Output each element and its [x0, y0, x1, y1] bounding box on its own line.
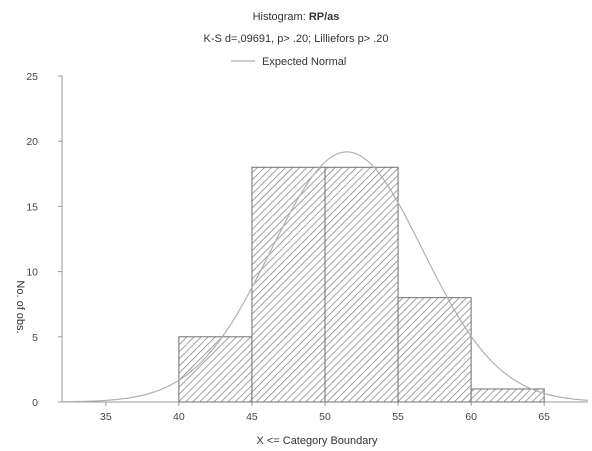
y-tick-label: 0 — [32, 397, 38, 409]
x-tick-label: 45 — [246, 411, 258, 423]
plot-area: 0 5 10 15 20 25 35 40 45 50 55 60 65 — [26, 71, 589, 423]
x-tick-label: 65 — [538, 411, 550, 423]
x-tick-label: 40 — [173, 411, 185, 423]
histogram-bar — [251, 166, 326, 403]
x-tick-label: 55 — [392, 411, 404, 423]
expected-normal-curve — [61, 151, 589, 403]
histogram-bar — [178, 336, 253, 403]
legend: Expected Normal — [231, 56, 346, 68]
y-axis-ticks: 0 5 10 15 20 25 — [26, 71, 62, 409]
chart-subtitle: K-S d=,09691, p> .20; Lilliefors p> .20 — [204, 33, 389, 45]
x-tick-label: 35 — [100, 411, 112, 423]
x-axis-ticks: 35 40 45 50 55 60 65 — [100, 402, 550, 423]
x-tick-label: 60 — [465, 411, 477, 423]
chart-title-variable: RP/as — [309, 11, 340, 23]
x-tick-label: 50 — [319, 411, 331, 423]
histogram-bars — [178, 166, 545, 403]
histogram-bar — [397, 297, 472, 403]
y-tick-label: 25 — [26, 71, 38, 83]
y-tick-label: 10 — [26, 267, 38, 279]
y-tick-label: 20 — [26, 136, 38, 148]
chart-title: Histogram: RP/as — [253, 11, 340, 23]
y-axis-title: No. of obs. — [14, 280, 26, 333]
chart-title-prefix: Histogram: — [253, 11, 309, 23]
histogram-bar — [324, 166, 399, 403]
legend-label: Expected Normal — [262, 56, 346, 68]
y-tick-label: 5 — [32, 332, 38, 344]
x-axis-title: X <= Category Boundary — [256, 435, 378, 447]
y-tick-label: 15 — [26, 201, 38, 213]
histogram-bar — [470, 388, 545, 403]
